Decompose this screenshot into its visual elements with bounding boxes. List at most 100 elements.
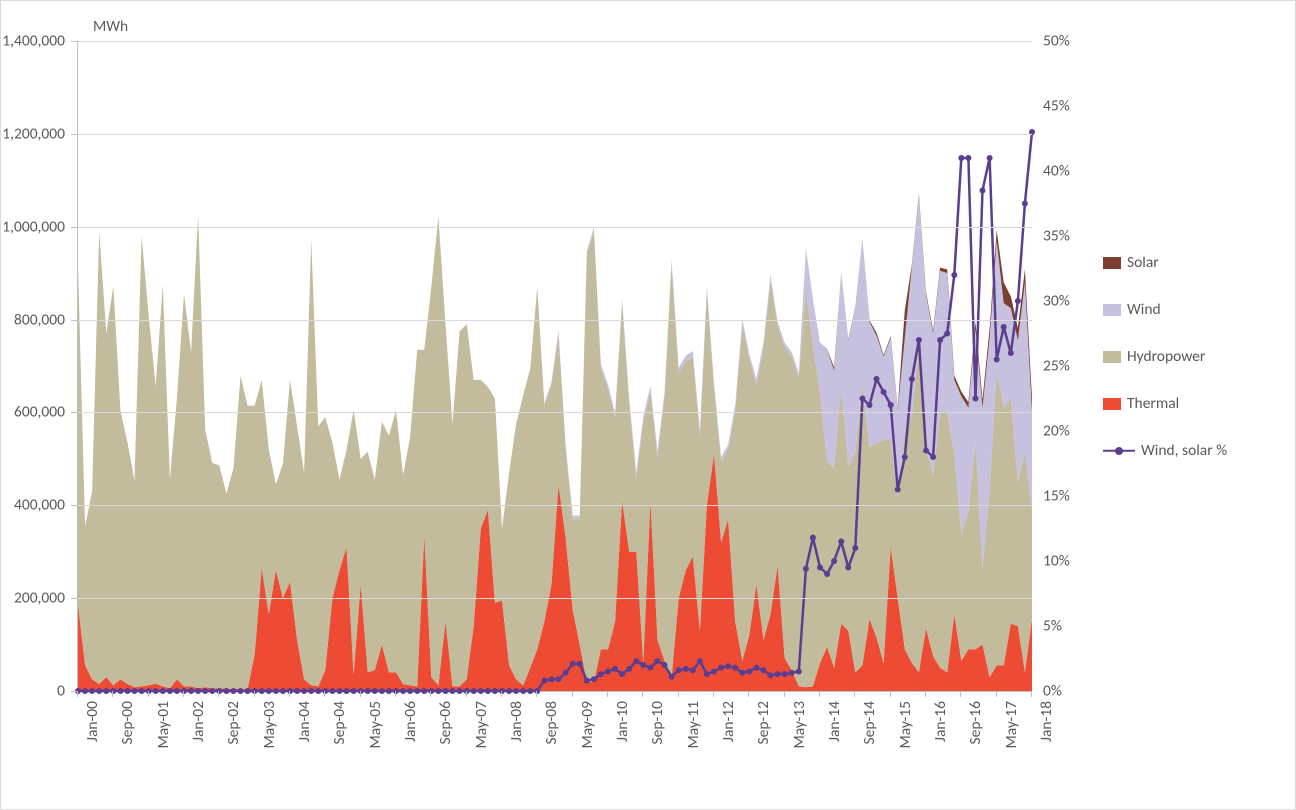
wind-solar-pct-marker xyxy=(379,688,385,694)
wind-solar-pct-marker xyxy=(287,688,293,694)
y-left-tick-label: 0 xyxy=(57,682,65,701)
line-series-layer xyxy=(78,41,1032,691)
wind-solar-pct-marker xyxy=(223,688,229,694)
wind-solar-pct-marker xyxy=(400,688,406,694)
wind-solar-pct-marker xyxy=(195,688,201,694)
gridline xyxy=(78,134,1032,135)
gridline xyxy=(78,320,1032,321)
wind-solar-pct-marker xyxy=(358,688,364,694)
wind-solar-pct-marker xyxy=(556,676,562,682)
legend-label: Thermal xyxy=(1127,394,1179,413)
wind-solar-pct-marker xyxy=(231,688,237,694)
wind-solar-pct-marker xyxy=(252,688,258,694)
wind-solar-pct-marker xyxy=(838,539,844,545)
wind-solar-pct-marker xyxy=(209,688,215,694)
wind-solar-pct-marker xyxy=(753,665,759,671)
wind-solar-pct-marker xyxy=(789,670,795,676)
wind-solar-pct-marker xyxy=(704,671,710,677)
wind-solar-pct-marker xyxy=(492,688,498,694)
x-tick-label: May-01 xyxy=(154,701,173,749)
wind-solar-pct-marker xyxy=(577,661,583,667)
wind-solar-pct-marker xyxy=(153,688,159,694)
wind-solar-pct-marker xyxy=(337,688,343,694)
wind-solar-pct-marker xyxy=(965,155,971,161)
wind-solar-pct-marker xyxy=(902,454,908,460)
wind-solar-pct-marker xyxy=(669,674,675,680)
x-tick-label: May-03 xyxy=(260,701,279,749)
wind-solar-pct-marker xyxy=(676,667,682,673)
x-tick-label: Jan-00 xyxy=(83,701,102,742)
y-right-tick-label: 45% xyxy=(1043,97,1070,116)
x-tick-label: Jan-06 xyxy=(401,701,420,742)
x-tick-label: Jan-16 xyxy=(931,701,950,742)
x-tick-label: May-05 xyxy=(366,701,385,749)
y-left-tick-label: 600,000 xyxy=(14,403,65,422)
wind-solar-pct-marker xyxy=(372,688,378,694)
wind-solar-pct-marker xyxy=(238,688,244,694)
gridline xyxy=(78,505,1032,506)
wind-solar-pct-marker xyxy=(690,667,696,673)
wind-solar-pct-marker xyxy=(859,396,865,402)
wind-solar-pct-marker xyxy=(132,688,138,694)
x-tick-label: Jan-14 xyxy=(825,701,844,742)
x-tick-label: Sep-14 xyxy=(860,701,879,744)
wind-solar-pct-marker xyxy=(958,155,964,161)
legend: SolarWindHydropowerThermalWind, solar % xyxy=(1103,253,1227,460)
wind-solar-pct-marker xyxy=(782,671,788,677)
wind-solar-pct-marker xyxy=(139,688,145,694)
wind-solar-pct-marker xyxy=(930,454,936,460)
x-tick-label: Sep-02 xyxy=(224,701,243,744)
wind-solar-pct-marker xyxy=(845,565,851,571)
wind-solar-pct-marker xyxy=(888,402,894,408)
wind-solar-pct-marker xyxy=(619,671,625,677)
wind-solar-pct-marker xyxy=(1008,350,1014,356)
wind-solar-pct-marker xyxy=(923,448,929,454)
wind-solar-pct-marker xyxy=(464,688,470,694)
wind-solar-pct-marker xyxy=(718,665,724,671)
legend-line-marker xyxy=(1103,445,1135,457)
wind-solar-pct-marker xyxy=(393,688,399,694)
wind-solar-pct-marker xyxy=(640,662,646,668)
wind-solar-pct-marker xyxy=(146,688,152,694)
legend-swatch xyxy=(1103,351,1121,363)
legend-item: Wind xyxy=(1103,300,1227,319)
wind-solar-pct-marker xyxy=(478,688,484,694)
wind-solar-pct-marker xyxy=(506,688,512,694)
y-right-tick-label: 10% xyxy=(1043,552,1070,571)
wind-solar-pct-marker xyxy=(803,566,809,572)
wind-solar-pct-marker xyxy=(980,188,986,194)
y-right-tick-label: 30% xyxy=(1043,292,1070,311)
wind-solar-pct-marker xyxy=(874,376,880,382)
wind-solar-pct-marker xyxy=(831,558,837,564)
x-tick-label: Jan-08 xyxy=(507,701,526,742)
wind-solar-pct-marker xyxy=(160,688,166,694)
y-left-tick-label: 800,000 xyxy=(14,310,65,329)
y-right-tick-label: 0% xyxy=(1043,682,1062,701)
wind-solar-pct-marker xyxy=(541,678,547,684)
energy-chart: MWh SolarWindHydropowerThermalWind, sola… xyxy=(0,0,1296,810)
wind-solar-pct-marker xyxy=(450,688,456,694)
wind-solar-pct-marker xyxy=(549,676,555,682)
wind-solar-pct-marker xyxy=(881,389,887,395)
wind-solar-pct-marker xyxy=(308,688,314,694)
x-tick-label: Sep-16 xyxy=(966,701,985,744)
legend-item: Wind, solar % xyxy=(1103,441,1227,460)
wind-solar-pct-marker xyxy=(626,666,632,672)
wind-solar-pct-marker xyxy=(796,669,802,675)
wind-solar-pct-marker xyxy=(605,669,611,675)
x-tick-label: Sep-04 xyxy=(330,701,349,744)
x-tick-label: Jan-02 xyxy=(189,701,208,742)
x-tick-label: May-09 xyxy=(578,701,597,749)
wind-solar-pct-marker xyxy=(994,357,1000,363)
x-tick-label: Jan-18 xyxy=(1037,701,1056,742)
wind-solar-pct-marker xyxy=(973,396,979,402)
x-tick-label: Sep-06 xyxy=(436,701,455,744)
wind-solar-pct-marker xyxy=(280,688,286,694)
wind-solar-pct-marker xyxy=(513,688,519,694)
wind-solar-pct-marker xyxy=(96,688,102,694)
legend-swatch xyxy=(1103,304,1121,316)
wind-solar-pct-marker xyxy=(570,661,576,667)
wind-solar-pct-marker xyxy=(499,688,505,694)
x-tick-label: Sep-10 xyxy=(648,701,667,744)
wind-solar-pct-marker xyxy=(167,688,173,694)
